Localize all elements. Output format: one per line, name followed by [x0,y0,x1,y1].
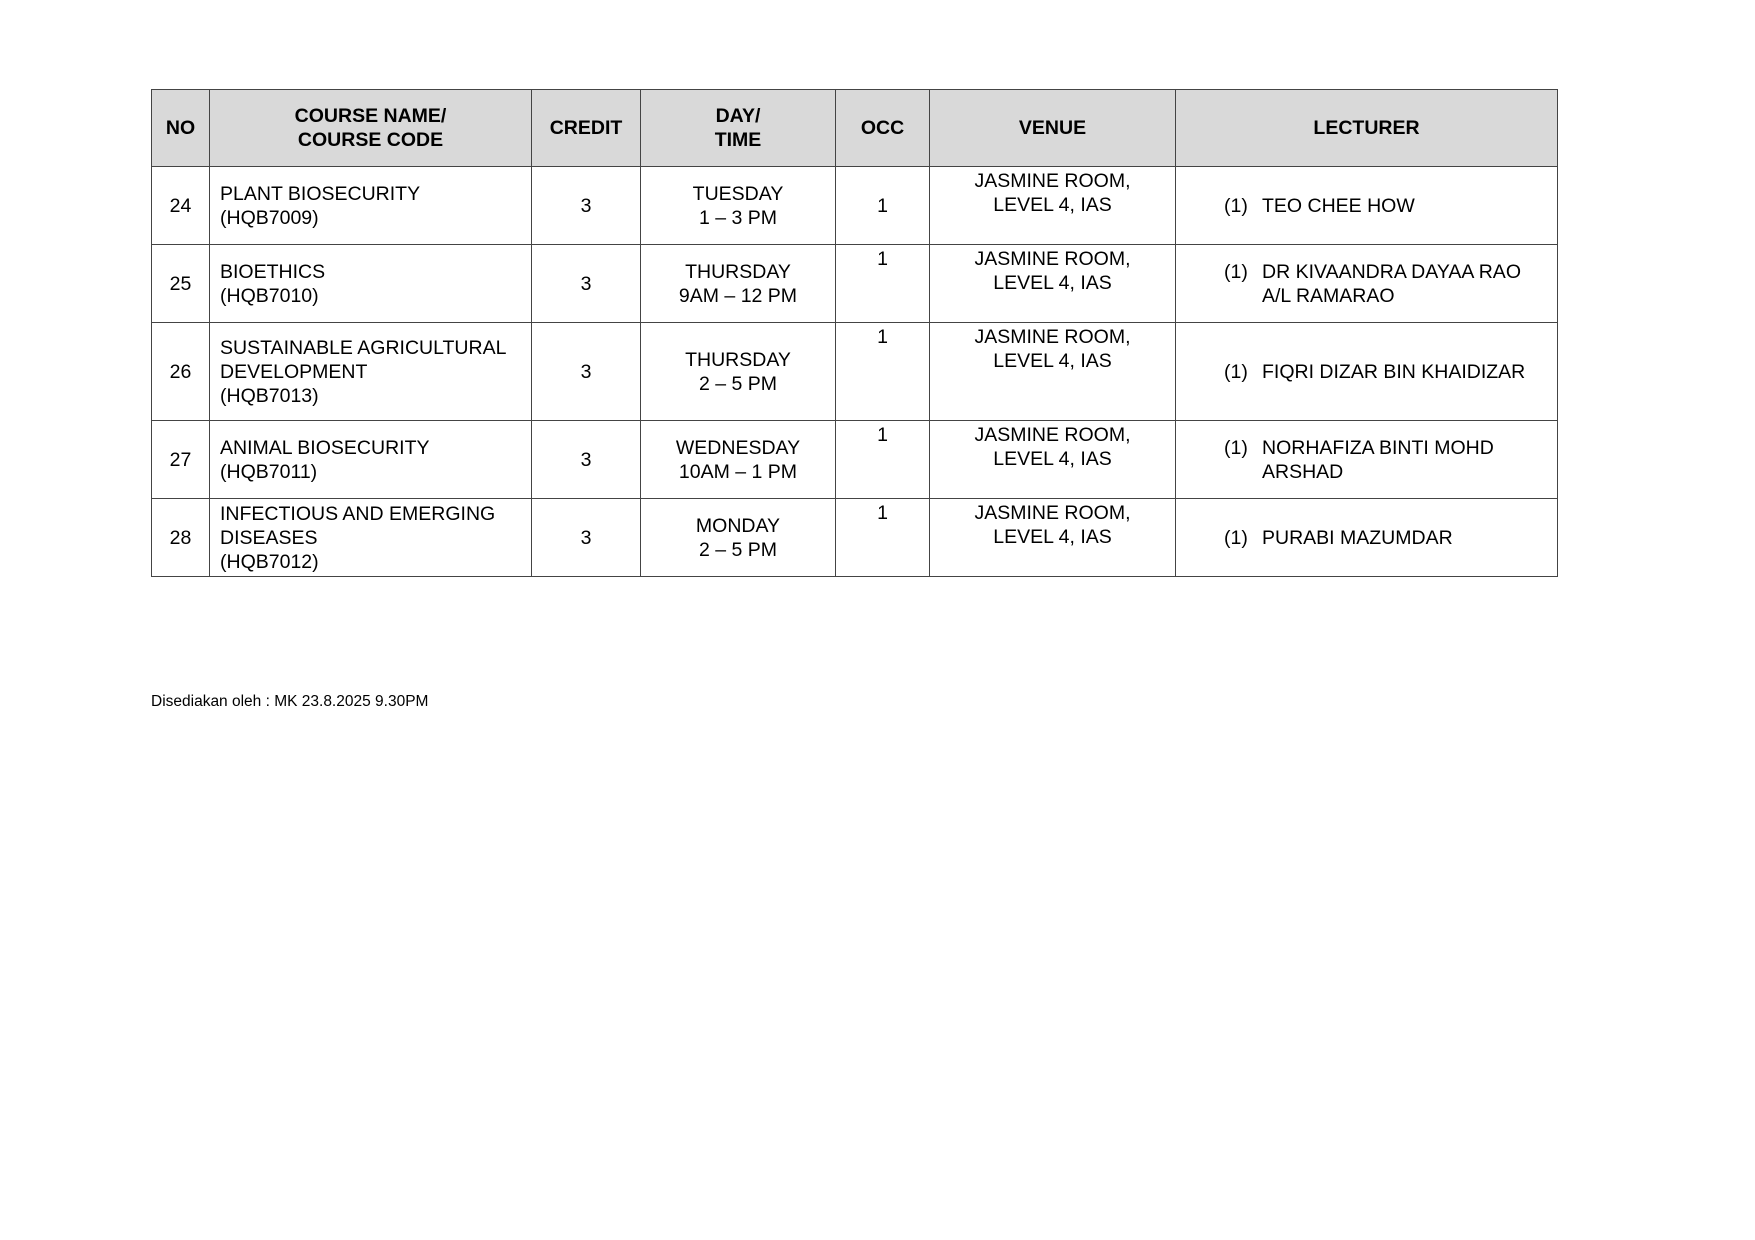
cell-course: INFECTIOUS AND EMERGING DISEASES (HQB7012… [209,498,532,577]
course-name: ANIMAL BIOSECURITY [220,436,430,459]
table-row: 28 INFECTIOUS AND EMERGING DISEASES (HQB70… [151,498,1558,577]
cell-lecturer: (1) TEO CHEE HOW [1175,166,1558,245]
lecturer-name: PURABI MAZUMDAR [1262,526,1453,549]
day: THURSDAY [685,260,791,283]
venue-line2: LEVEL 4, IAS [993,448,1112,470]
header-course-line2: COURSE CODE [297,129,444,151]
cell-occ: 1 [835,322,930,421]
day: THURSDAY [685,348,791,371]
lecturer-number: (1) [1224,526,1248,549]
cell-credit: 3 [531,420,641,499]
time: 10AM – 1 PM [678,460,798,483]
cell-credit: 3 [531,244,641,323]
table-header-row: NO COURSE NAME/COURSE CODE CREDIT DAY/TI… [151,89,1558,167]
cell-no: 25 [151,244,210,323]
venue-line1: JASMINE ROOM, [974,248,1131,270]
course-name: BIOETHICS [220,260,326,283]
venue-line1: JASMINE ROOM, [974,424,1131,446]
time: 1 – 3 PM [698,206,778,229]
day: MONDAY [695,514,781,537]
lecturer-name: TEO CHEE HOW [1262,194,1415,217]
header-credit: CREDIT [531,89,641,167]
cell-course: BIOETHICS (HQB7010) [209,244,532,323]
cell-venue: JASMINE ROOM, LEVEL 4, IAS [929,322,1176,421]
header-occ: OCC [835,89,930,167]
day: TUESDAY [692,182,784,205]
venue-line2: LEVEL 4, IAS [993,350,1112,372]
venue-line2: LEVEL 4, IAS [993,194,1112,216]
course-code: (HQB7011) [220,460,318,483]
cell-day-time: THURSDAY 9AM – 12 PM [640,244,836,323]
venue-line1: JASMINE ROOM, [974,326,1131,348]
cell-occ: 1 [835,420,930,499]
time: 2 – 5 PM [698,372,778,395]
cell-no: 26 [151,322,210,421]
lecturer-number: (1) [1224,436,1248,459]
cell-day-time: TUESDAY 1 – 3 PM [640,166,836,245]
lecturer-number: (1) [1224,260,1248,283]
header-day-line2: TIME [714,129,762,151]
venue-line1: JASMINE ROOM, [974,170,1131,192]
lecturer-name: FIQRI DIZAR BIN KHAIDIZAR [1262,360,1526,383]
cell-course: PLANT BIOSECURITY (HQB7009) [209,166,532,245]
cell-no: 24 [151,166,210,245]
header-venue: VENUE [929,89,1176,167]
cell-venue: JASMINE ROOM, LEVEL 4, IAS [929,498,1176,577]
header-day-time: DAY/TIME [640,89,836,167]
course-schedule-table: NO COURSE NAME/COURSE CODE CREDIT DAY/TI… [151,89,1558,577]
cell-lecturer: (1) PURABI MAZUMDAR [1175,498,1558,577]
table-row: 26 SUSTAINABLE AGRICULTURAL DEVELOPMENT (H… [151,322,1558,421]
cell-occ: 1 [835,244,930,323]
cell-occ: 1 [835,166,930,245]
course-name: PLANT BIOSECURITY [220,182,421,205]
prepared-by-note: Disediakan oleh : MK 23.8.2025 9.30PM [151,693,429,710]
cell-course: ANIMAL BIOSECURITY (HQB7011) [209,420,532,499]
cell-credit: 3 [531,498,641,577]
cell-lecturer: (1) NORHAFIZA BINTI MOHD ARSHAD [1175,420,1558,499]
header-no: NO [151,89,210,167]
header-course: COURSE NAME/COURSE CODE [209,89,532,167]
table-row: 25 BIOETHICS (HQB7010) 3 THURSDAY 9AM – 12 PM… [151,244,1558,323]
course-name: INFECTIOUS AND EMERGING DISEASES [220,502,496,549]
cell-credit: 3 [531,166,641,245]
course-code: (HQB7013) [220,384,319,407]
table-row: 27 ANIMAL BIOSECURITY (HQB7011) 3 WEDNESDAY 1… [151,420,1558,499]
cell-day-time: WEDNESDAY 10AM – 1 PM [640,420,836,499]
header-course-line1: COURSE NAME/ [294,105,447,127]
day: WEDNESDAY [675,436,801,459]
cell-credit: 3 [531,322,641,421]
header-lecturer: LECTURER [1175,89,1558,167]
cell-no: 27 [151,420,210,499]
venue-line2: LEVEL 4, IAS [993,526,1112,548]
course-name: SUSTAINABLE AGRICULTURAL DEVELOPMENT [220,336,506,383]
venue-line2: LEVEL 4, IAS [993,272,1112,294]
venue-line1: JASMINE ROOM, [974,502,1131,524]
time: 2 – 5 PM [698,538,778,561]
time: 9AM – 12 PM [678,284,798,307]
cell-course: SUSTAINABLE AGRICULTURAL DEVELOPMENT (HQB… [209,322,532,421]
cell-no: 28 [151,498,210,577]
course-code: (HQB7012) [220,550,319,573]
course-code: (HQB7009) [220,206,319,229]
cell-day-time: THURSDAY 2 – 5 PM [640,322,836,421]
lecturer-name: NORHAFIZA BINTI MOHD ARSHAD [1262,436,1494,483]
header-day-line1: DAY/ [715,105,761,127]
cell-venue: JASMINE ROOM, LEVEL 4, IAS [929,420,1176,499]
cell-venue: JASMINE ROOM, LEVEL 4, IAS [929,244,1176,323]
lecturer-number: (1) [1224,360,1248,383]
cell-lecturer: (1) DR KIVAANDRA DAYAA RAO A/L RAMARAO [1175,244,1558,323]
lecturer-name: DR KIVAANDRA DAYAA RAO A/L RAMARAO [1262,260,1521,307]
cell-day-time: MONDAY 2 – 5 PM [640,498,836,577]
course-code: (HQB7010) [220,284,319,307]
cell-occ: 1 [835,498,930,577]
lecturer-number: (1) [1224,194,1248,217]
cell-venue: JASMINE ROOM, LEVEL 4, IAS [929,166,1176,245]
cell-lecturer: (1) FIQRI DIZAR BIN KHAIDIZAR [1175,322,1558,421]
table-row: 24 PLANT BIOSECURITY (HQB7009) 3 TUESDAY 1 – … [151,166,1558,245]
